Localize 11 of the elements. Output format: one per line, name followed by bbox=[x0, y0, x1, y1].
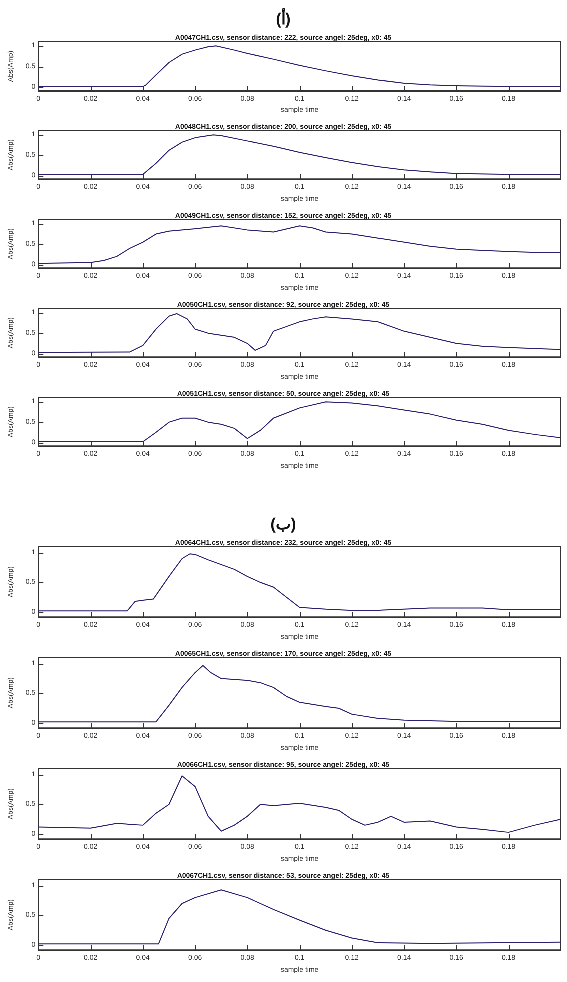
text: (ب) bbox=[270, 516, 296, 534]
line-series bbox=[38, 313, 562, 354]
line-series bbox=[38, 554, 562, 612]
line-series bbox=[38, 134, 562, 176]
line-series bbox=[38, 46, 562, 88]
line-series bbox=[38, 665, 562, 723]
line-series bbox=[38, 776, 562, 834]
line-series bbox=[38, 402, 562, 443]
line-series bbox=[38, 226, 562, 264]
text: (أ) bbox=[276, 8, 291, 28]
line-series bbox=[38, 890, 562, 945]
